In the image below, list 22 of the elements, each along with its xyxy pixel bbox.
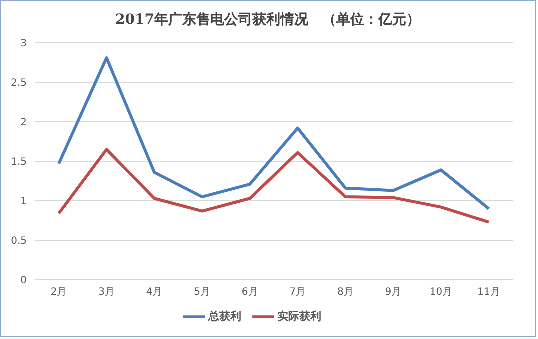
x-tick-label: 5月 [194,287,211,298]
x-tick-label: 8月 [337,287,354,298]
y-tick-label: 0 [20,276,27,287]
x-tick-label: 9月 [385,287,402,298]
x-tick-label: 3月 [98,287,115,298]
line-series [58,148,490,224]
x-tick-label: 7月 [290,287,306,298]
x-tick-label: 2月 [50,287,68,298]
y-tick-label: 1.5 [11,157,27,168]
y-tick-label: 2.5 [11,78,27,90]
x-tick-label: 4月 [146,287,163,298]
y-tick-label: 1 [20,196,27,208]
legend-label: 实际获利 [278,310,322,324]
legend-label: 总获利 [208,310,242,324]
y-tick-label: 3 [20,38,27,50]
y-tick-label: 0.5 [11,236,27,248]
line-series [58,56,490,210]
x-tick-label: 10月 [430,287,453,298]
x-tick-label: 6月 [242,287,258,298]
x-tick-label: 11月 [478,287,500,298]
y-tick-label: 2 [20,118,27,129]
chart-title: 2017年广东售电公司获利情况 （单位：亿元） [114,10,422,30]
